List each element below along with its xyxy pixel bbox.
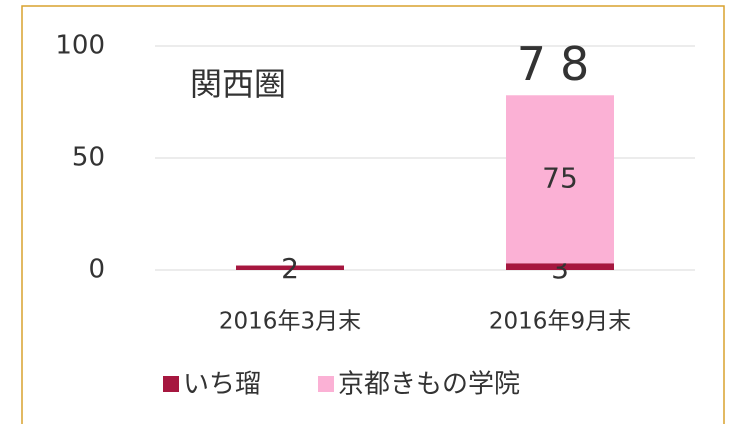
data-label: 75 [542,161,578,194]
bar-segment [506,95,614,264]
annotation: 関西圏 [190,65,286,103]
frame [21,5,725,424]
y-tick-label: 0 [88,255,105,285]
x-tick-label: 2016年9月末 [489,309,631,335]
x-tick-label: 2016年3月末 [219,309,361,335]
legend-swatch [163,376,179,392]
legend-label: いち瑠 [183,370,261,400]
legend-swatch [318,376,334,392]
total-label: 78 [517,37,604,91]
bar-segment [506,263,614,270]
y-tick-label: 50 [72,143,105,173]
y-tick-label: 100 [55,31,105,61]
data-label: 2 [281,252,299,285]
bar-segment [236,265,344,270]
legend-label: 京都きもの学院 [338,370,520,400]
